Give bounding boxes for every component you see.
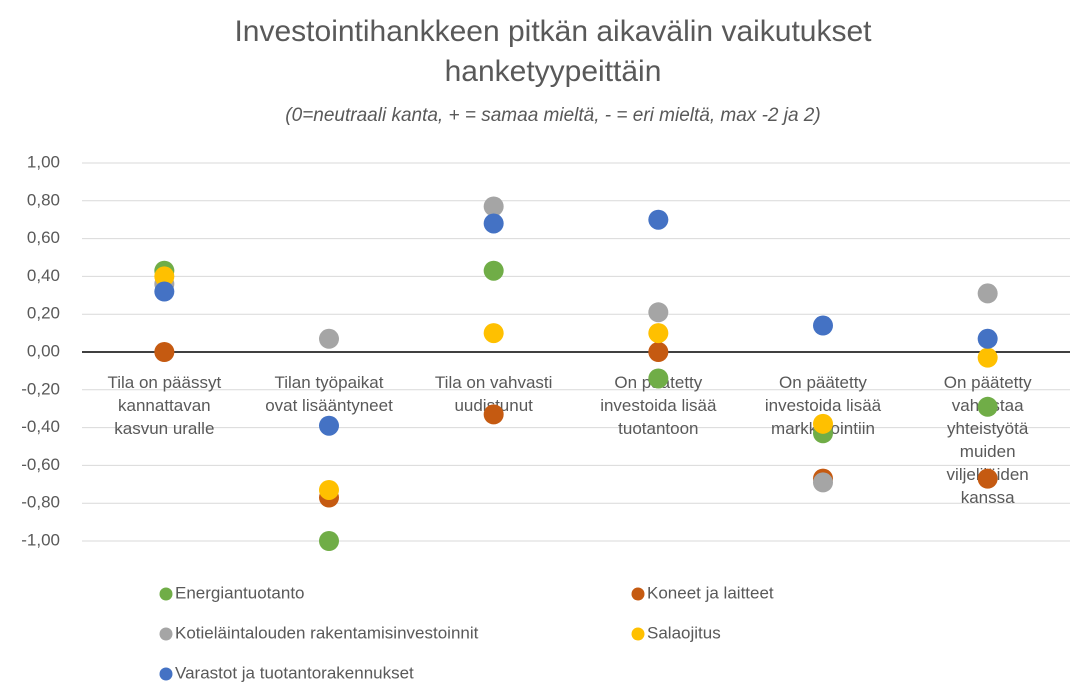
y-tick-label: 0,80: [27, 190, 60, 209]
dot: [977, 283, 998, 304]
dot: [154, 266, 175, 287]
dot: [154, 342, 175, 362]
legend-label: Kotieläintalouden rakentamisinvestoinnit: [175, 623, 479, 642]
dot: [319, 415, 339, 436]
y-tick-label: -0,40: [21, 417, 60, 436]
legend-marker: [631, 587, 645, 601]
legend-label: Koneet ja laitteet: [647, 583, 774, 602]
legend-marker: [159, 667, 173, 681]
legend-marker: [631, 627, 645, 641]
dot: [483, 260, 504, 281]
dot: [154, 281, 175, 302]
x-tick-label: Tila on päässyt kannattavan kasvun uralle: [107, 373, 221, 438]
dot: [977, 328, 998, 349]
dot: [813, 413, 833, 434]
y-tick-label: -0,20: [21, 379, 60, 398]
dot: [648, 209, 669, 230]
legend-label: Energiantuotanto: [175, 583, 305, 602]
y-tick-label: 0,20: [27, 304, 60, 323]
dot: [813, 315, 833, 336]
legend-marker: [159, 587, 173, 601]
y-tick-label: 0,40: [27, 266, 60, 285]
legend-label: Salaojitus: [647, 623, 721, 642]
dot: [813, 472, 833, 493]
dot: [648, 302, 669, 323]
dot: [648, 342, 669, 362]
dot: [977, 396, 998, 417]
dot: [648, 368, 669, 389]
y-tick-label: 0,00: [27, 341, 60, 360]
y-tick-label: 0,60: [27, 228, 60, 247]
legend-label: Varastot ja tuotantorakennukset: [175, 663, 414, 682]
dot: [319, 479, 339, 500]
chart-title: Investointihankkeen pitkän aikavälin vai…: [234, 15, 872, 88]
y-tick-label: -0,60: [21, 455, 60, 474]
dot: [483, 323, 504, 344]
chart-subtitle: (0=neutraali kanta, + = samaa mieltä, - …: [285, 105, 820, 126]
x-tick-label: Tilan työpaikat ovat lisääntyneet: [265, 373, 393, 415]
dot: [977, 347, 998, 368]
legend-marker: [159, 627, 173, 641]
dot: [483, 404, 504, 425]
dot: [977, 468, 998, 489]
y-tick-label: -1,00: [21, 530, 60, 549]
dot: [483, 196, 504, 217]
dot: [319, 328, 339, 349]
dot: [648, 323, 669, 344]
y-tick-label: 1,00: [27, 152, 60, 171]
dot: [483, 213, 504, 234]
y-tick-label: -0,80: [21, 493, 60, 512]
dot: [319, 531, 339, 551]
